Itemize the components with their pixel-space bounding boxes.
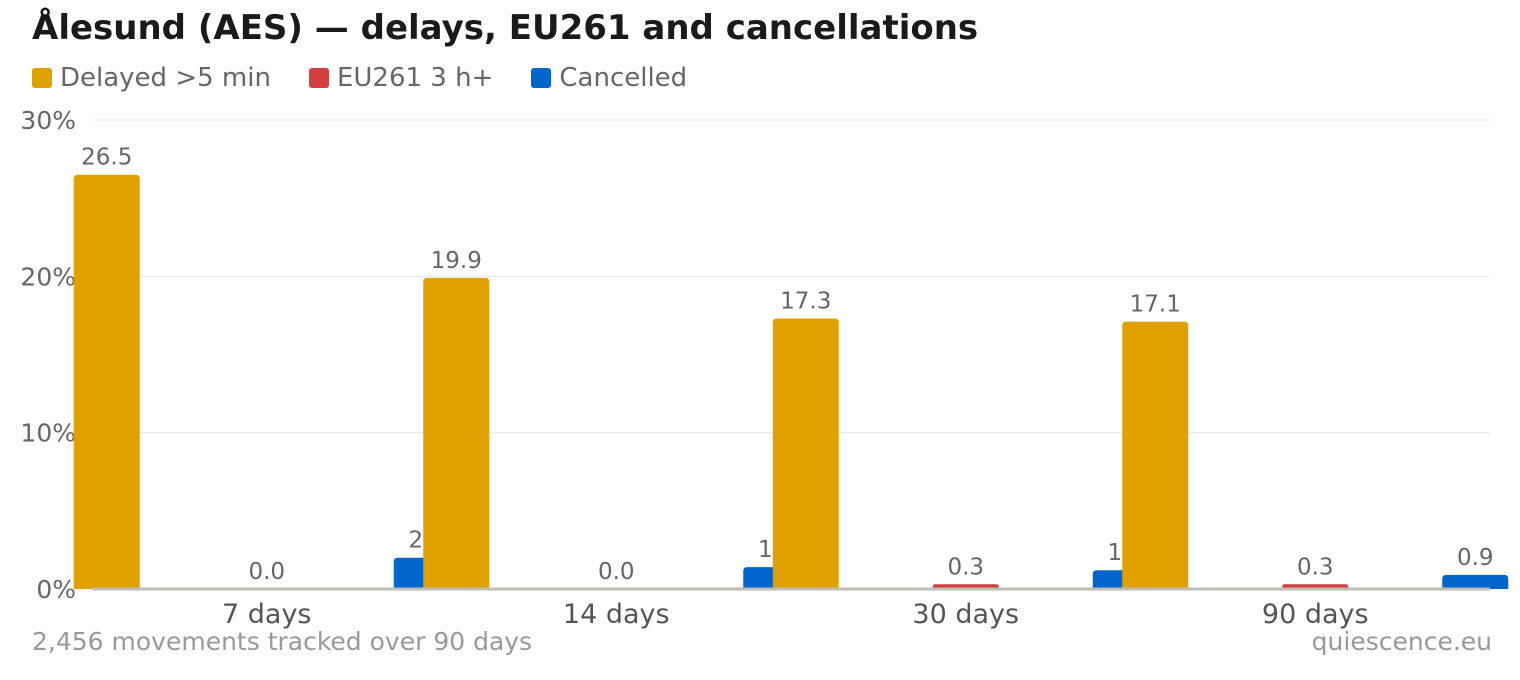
data-label: 17.1: [1130, 292, 1181, 318]
legend-item-delayed: Delayed >5 min: [32, 63, 271, 93]
bar: [772, 318, 839, 589]
legend-label-cancelled: Cancelled: [559, 63, 688, 93]
data-label: 0.3: [1297, 554, 1334, 580]
bar: [423, 277, 490, 589]
y-tick-label: 20%: [20, 262, 76, 291]
legend-swatch-cancelled: [531, 68, 552, 88]
data-label: 0.3: [947, 554, 984, 580]
data-label: 26.5: [81, 145, 132, 171]
x-tick-label: 7 days: [222, 599, 312, 630]
footer-source: quiescence.eu: [1311, 627, 1492, 656]
legend-item-eu261: EU261 3 h+: [308, 63, 494, 93]
data-label: 17.3: [780, 289, 831, 315]
y-tick-label: 0%: [36, 575, 76, 604]
x-tick-label: 30 days: [912, 599, 1019, 630]
bar: [73, 174, 140, 589]
data-label: 0.9: [1457, 545, 1494, 571]
legend: Delayed >5 min EU261 3 h+ Cancelled: [32, 60, 725, 96]
bar: [1442, 574, 1509, 589]
legend-item-cancelled: Cancelled: [531, 63, 687, 93]
chart-title: Ålesund (AES) — delays, EU261 and cancel…: [32, 8, 979, 48]
legend-swatch-eu261: [308, 68, 329, 88]
y-tick-label: 10%: [20, 419, 76, 448]
legend-label-delayed: Delayed >5 min: [60, 63, 271, 93]
footer-note: 2,456 movements tracked over 90 days: [32, 627, 533, 656]
data-label: 0.0: [248, 559, 285, 585]
data-label: 0.0: [598, 559, 635, 585]
data-label: 19.9: [431, 248, 482, 274]
x-tick-label: 14 days: [563, 599, 670, 630]
bar: [1122, 321, 1189, 589]
legend-swatch-delayed: [32, 68, 52, 88]
y-tick-label: 30%: [20, 106, 76, 135]
legend-label-eu261: EU261 3 h+: [336, 63, 494, 93]
x-tick-label: 90 days: [1262, 599, 1369, 630]
